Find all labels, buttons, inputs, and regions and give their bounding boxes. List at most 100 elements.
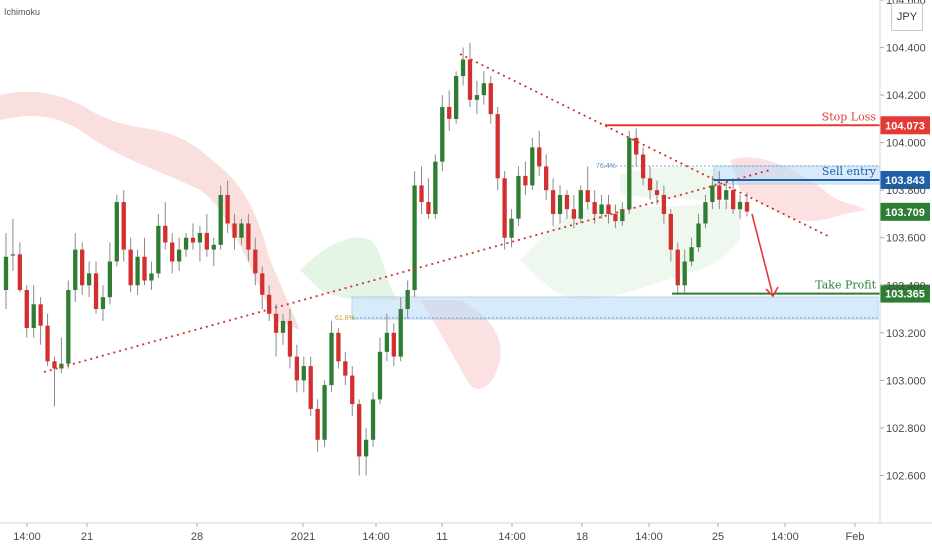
candle-body (66, 290, 71, 364)
time-axis-tick-label: 2021 (291, 531, 315, 543)
candle-body (640, 154, 646, 179)
price-axis-tick-label: 102.600 (886, 470, 926, 482)
stop-loss-label: Stop Loss (822, 110, 877, 123)
time-axis-tick-label: 14:00 (362, 531, 390, 543)
candle-body (398, 309, 403, 357)
candle-body (329, 332, 334, 386)
last-price-price: 103.709 (885, 207, 925, 219)
candle-body (460, 59, 466, 77)
candle-body (661, 194, 667, 214)
candle-body (246, 223, 251, 250)
candle-body (294, 356, 300, 381)
candle-body (717, 185, 722, 200)
candle-body (419, 185, 424, 203)
time-axis-tick-label: 28 (191, 531, 203, 543)
fib-618-label: 61.8% (335, 315, 355, 322)
candle-body (149, 273, 154, 281)
candle-body (557, 194, 563, 214)
candle-body (724, 190, 729, 200)
candle-body (163, 225, 168, 243)
candle-body (308, 366, 313, 409)
candle-body (190, 237, 196, 243)
candle-body (384, 332, 390, 352)
cloud-bear-2 (420, 300, 501, 389)
candle-body (405, 290, 410, 310)
sell-entry-price: 103.843 (885, 175, 925, 187)
candle-body (183, 237, 189, 250)
candle-body (412, 185, 417, 291)
fib-764-label: 76.4% (596, 163, 616, 170)
time-axis-tick-label: 21 (81, 531, 93, 543)
take-profit-label: Take Profit (815, 279, 876, 292)
candle-body (273, 313, 279, 333)
time-axis-tick-label: 25 (712, 531, 724, 543)
stop-loss-price-tag (880, 116, 930, 135)
candle-body (142, 256, 147, 281)
sell-entry-price-tag (880, 170, 930, 189)
candle-body (225, 194, 230, 224)
candle-body (474, 95, 480, 100)
time-axis-tick-label: 18 (576, 531, 588, 543)
price-axis-tick-label: 104.400 (886, 43, 926, 55)
candle-body (620, 209, 625, 222)
candle-body (744, 202, 750, 212)
price-axis-tick-label: 103.200 (886, 328, 926, 340)
price-axis-tick-label: 103.400 (886, 280, 926, 292)
price-axis-tick-label: 104.200 (886, 90, 926, 102)
candle-body (322, 385, 327, 440)
candle-body (516, 175, 521, 219)
price-axis-tick-label: 104.000 (886, 138, 926, 150)
candle-body (3, 256, 9, 291)
candle-body (447, 106, 452, 119)
candle-body (45, 325, 50, 362)
candle-body (592, 202, 597, 214)
time-axis-tick-label: 14:00 (13, 531, 41, 543)
candle-body (578, 190, 583, 219)
candle-body (495, 114, 500, 179)
resistance-trendline (459, 53, 831, 238)
candle-body (343, 361, 348, 376)
cloud-bull-2 (520, 200, 740, 300)
currency-button[interactable]: JPY (891, 3, 923, 31)
candle-body (260, 273, 265, 295)
candle-body (544, 166, 549, 191)
take-profit-price-tag (880, 284, 930, 303)
candle-body (550, 190, 556, 214)
cloud-bull-1 (300, 237, 400, 300)
time-axis-tick-label: 14:00 (498, 531, 526, 543)
candle-body (93, 273, 99, 310)
candle-body (121, 202, 126, 250)
price-axis-tick-label: 102.800 (886, 423, 926, 435)
candle-body (218, 194, 223, 245)
candle-body (731, 190, 736, 210)
candle-body (128, 249, 133, 286)
take-profit-price: 103.365 (885, 289, 925, 301)
stop-loss-price: 104.073 (885, 120, 925, 132)
candle-body (668, 213, 673, 250)
candle-body (571, 209, 577, 219)
projection-arrow (751, 213, 773, 293)
candle-body (689, 247, 694, 262)
candle-body (280, 320, 286, 333)
time-axis-tick-label: 14:00 (635, 531, 663, 543)
candle-body (232, 223, 237, 238)
candle-body (253, 249, 258, 274)
candle-body (73, 249, 78, 291)
candle-body (502, 178, 507, 238)
candle-body (585, 190, 590, 203)
candle-body (38, 304, 43, 326)
candle-body (613, 213, 618, 222)
candle-body (453, 76, 459, 119)
candle-body (197, 232, 203, 243)
time-axis-tick-label: Feb (846, 531, 865, 543)
indicator-label: Ichimoku (4, 7, 41, 17)
candle-body (10, 254, 16, 256)
candle-body (426, 202, 431, 214)
time-axis-tick-label: 11 (436, 531, 447, 543)
candle-body (336, 332, 341, 362)
candle-body (682, 261, 687, 286)
cloud-bear-1 (0, 91, 300, 330)
candle-body (135, 256, 140, 286)
